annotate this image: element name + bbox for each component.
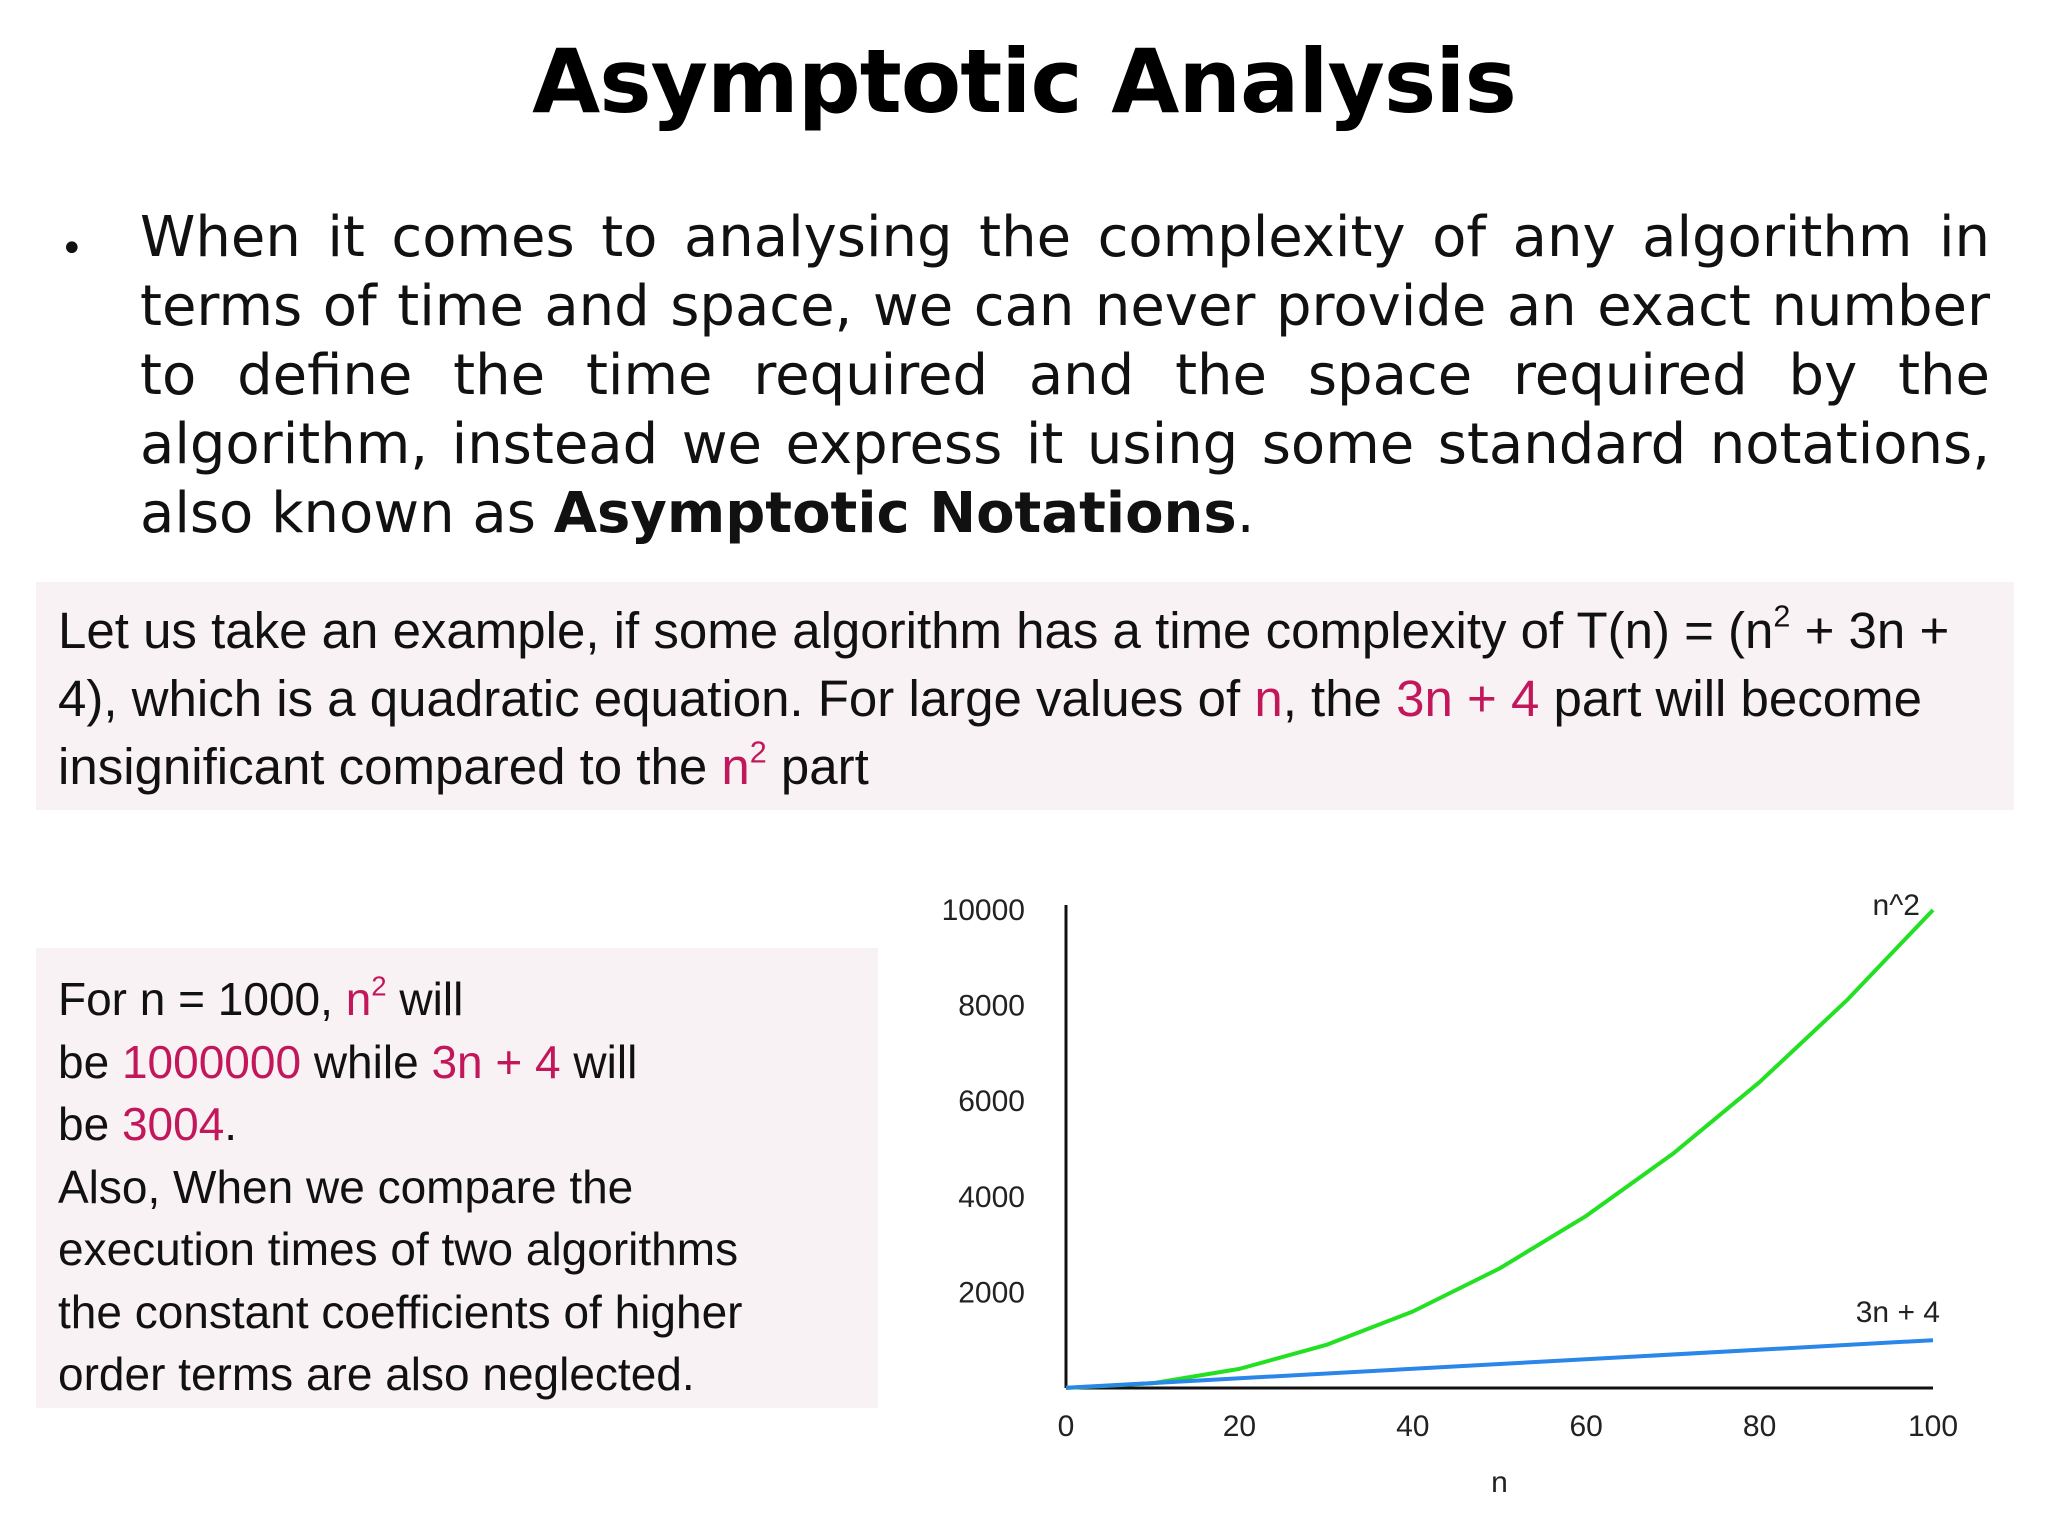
x-tick-label: 60 [1570, 1410, 1603, 1443]
series-n-squared-label: n^2 [1873, 889, 1920, 922]
note-text: . [224, 1098, 238, 1150]
series-3n-plus-4-label: 3n + 4 [1856, 1296, 1940, 1329]
example-highlight-n2-sup: 2 [749, 735, 767, 770]
note-line-4: Also, When we compare the [58, 1160, 634, 1213]
series-3n-plus-4-line [1065, 1338, 1934, 1390]
example-highlight-n: n [1254, 670, 1283, 727]
note-line-1: For n = 1000, n2 will [58, 968, 878, 1031]
series-n-squared-line [1065, 908, 1935, 1390]
y-tick-label: 8000 [958, 990, 1025, 1023]
x-tick-label: 20 [1223, 1410, 1256, 1443]
note-line-6: the constant coefficients of higher [58, 1285, 743, 1338]
x-tick-label: 0 [1058, 1410, 1075, 1443]
note-text: will [560, 1035, 638, 1088]
x-tick-label: 100 [1908, 1410, 1958, 1443]
note-line-3: be 3004. [58, 1093, 878, 1156]
example-text-5: part [766, 738, 869, 795]
example-box: Let us take an example, if some algorith… [36, 582, 2014, 810]
example-highlight-n2-base: n [721, 738, 750, 795]
slide-title: Asymptotic Analysis [532, 30, 1517, 133]
example-highlight-n2: n2 [721, 735, 767, 795]
note-line-7: order terms are also neglected. [58, 1348, 695, 1400]
example-text-2: + 3n + 4), which is a quadratic equation… [58, 602, 1950, 727]
example-sup-1: 2 [1773, 599, 1791, 634]
bullet-paragraph: When it comes to analysing the complexit… [140, 203, 1990, 548]
y-tick-label: 10000 [942, 894, 1025, 927]
note-text: while [301, 1035, 432, 1088]
note-highlight-n2-sup: 2 [371, 970, 387, 1002]
note-highlight-3004: 3004 [121, 1098, 225, 1150]
growth-chart: 0 20 40 60 80 100 2000 4000 6000 8000 10000 n n^2 3n … [942, 889, 1958, 1499]
bullet-period: . [1236, 481, 1255, 546]
bullet-text-body: When it comes to analysing the complexit… [140, 205, 1990, 546]
x-tick-label: 80 [1743, 1410, 1776, 1443]
bullet-bold-term: Asymptotic Notations [553, 481, 1237, 546]
note-line-5: execution times of two algorithms [58, 1223, 739, 1275]
x-axis-label: n [1491, 1466, 1508, 1499]
note-highlight-n2-base: n [345, 973, 372, 1025]
y-tick-label: 6000 [958, 1085, 1025, 1118]
note-box: For n = 1000, n2 will be 1000000 while 3… [36, 948, 878, 1408]
example-highlight-3n4: 3n + 4 [1396, 670, 1540, 727]
note-highlight-value: 1000000 [121, 1035, 302, 1088]
example-text-1: Let us take an example, if some algorith… [58, 602, 1774, 659]
y-tick-label: 4000 [958, 1181, 1025, 1214]
x-tick-label: 40 [1396, 1410, 1429, 1443]
y-tick-label: 2000 [958, 1276, 1025, 1309]
note-text: be [58, 1035, 122, 1088]
note-text: be [58, 1098, 122, 1150]
example-text-3: , the [1282, 670, 1397, 727]
note-text: For n = 1000, [58, 973, 346, 1025]
note-text: will [386, 973, 464, 1025]
example-text-4: part will become insignificant compared … [58, 670, 1922, 795]
note-highlight-3n4: 3n + 4 [431, 1035, 561, 1088]
note-line-2: be 1000000 while 3n + 4 will [58, 1031, 878, 1094]
bullet-marker: • [60, 226, 84, 272]
note-highlight-n2: n2 [345, 970, 387, 1025]
